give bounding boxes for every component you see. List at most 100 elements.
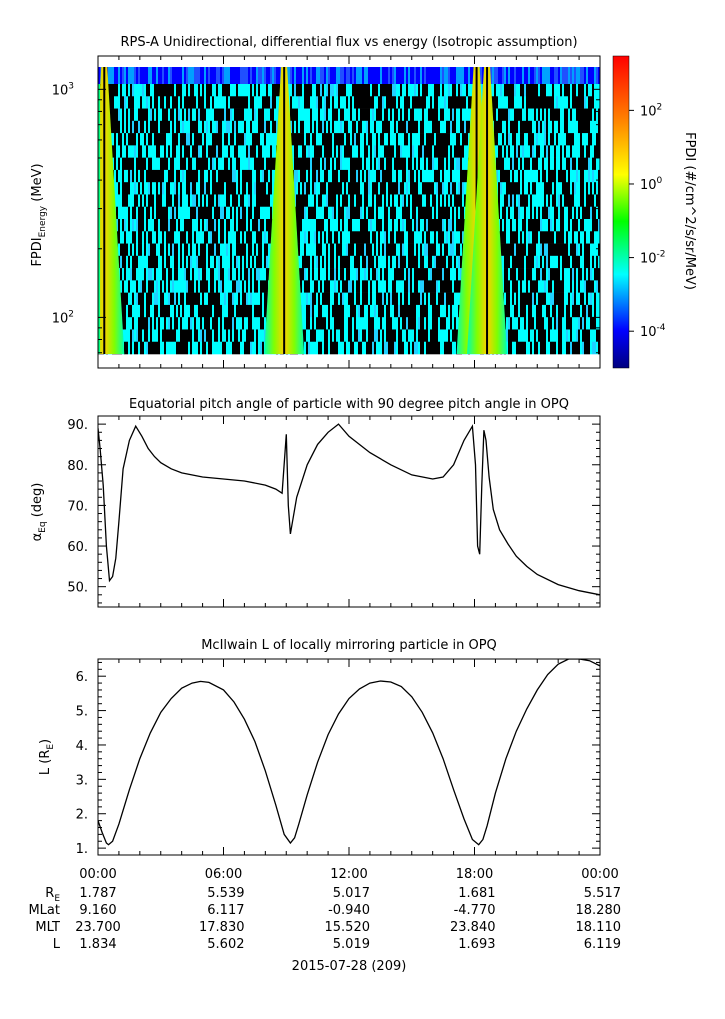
spectrogram-cell <box>396 120 398 134</box>
spectrogram-cell <box>126 255 128 269</box>
spectrogram-cell <box>236 84 238 97</box>
spectrogram-cell <box>512 157 514 171</box>
spectrogram-cell <box>378 304 380 318</box>
spectrogram-cell <box>516 194 518 208</box>
spectrogram-cell <box>220 145 222 158</box>
spectrogram-cell <box>582 280 584 293</box>
spectrogram-cell <box>140 243 142 257</box>
spectrogram-cell <box>152 145 154 158</box>
spectrogram-cell <box>266 268 268 281</box>
spectrogram-cell <box>328 169 330 183</box>
spectrogram-cell <box>442 133 444 146</box>
spectrogram-cell <box>510 304 512 318</box>
spectrogram-cell <box>508 231 510 244</box>
spectrogram-cell <box>316 280 318 293</box>
spectrogram-cell <box>224 182 226 195</box>
spectrogram-cell <box>584 84 586 97</box>
spectrogram-cell <box>332 219 334 232</box>
spectrogram-cell <box>376 255 378 269</box>
spectrogram-noise-cell <box>472 67 474 84</box>
spectrogram-cell <box>234 206 236 220</box>
spectrogram-cell <box>148 304 150 318</box>
spectrogram-cell <box>238 292 240 306</box>
spectrogram-cell <box>566 133 568 146</box>
spectrogram-cell <box>240 219 242 232</box>
spectrogram-cell <box>150 108 152 122</box>
spectrogram-cell <box>192 206 194 220</box>
spectrogram-cell <box>540 243 542 257</box>
spectrogram-cell <box>526 280 528 293</box>
spectrogram-cell <box>250 304 252 318</box>
spectrogram-cell <box>564 108 566 122</box>
spectrogram-cell <box>196 145 198 158</box>
spectrogram-noise-cell <box>296 67 298 84</box>
spectrogram-cell <box>150 157 152 171</box>
spectrogram-cell <box>446 84 448 97</box>
spectrogram-cell <box>234 120 236 134</box>
spectrogram-noise-cell <box>578 67 580 84</box>
spectrogram-cell <box>210 280 212 293</box>
spectrogram-cell <box>252 169 254 183</box>
spectrogram-cell <box>214 96 216 109</box>
spectrogram-noise-cell <box>574 67 576 84</box>
spectrogram-cell <box>272 108 274 122</box>
spectrogram-cell <box>350 206 352 220</box>
spectrogram-cell <box>566 206 568 220</box>
spectrogram-cell <box>420 194 422 208</box>
spectrogram-cell <box>372 304 374 318</box>
spectrogram-cell <box>370 133 372 146</box>
spectrogram-cell <box>534 108 536 122</box>
spectrogram-cell <box>596 255 598 269</box>
spectrogram-cell <box>578 145 580 158</box>
spectrogram-cell <box>264 206 266 220</box>
spectrogram-cell <box>308 206 310 220</box>
spectrogram-cell <box>512 169 514 183</box>
spectrogram-cell <box>316 292 318 306</box>
spectrogram-cell <box>532 145 534 158</box>
spectrogram-cell <box>506 194 508 208</box>
spectrogram-cell <box>554 182 556 195</box>
spectrogram-cell <box>384 108 386 122</box>
spectrogram-cell <box>222 231 224 244</box>
spectrogram-cell <box>538 133 540 146</box>
spectrogram-noise-cell <box>232 67 234 84</box>
spectrogram-noise-cell <box>460 67 462 84</box>
spectrogram-cell <box>112 84 114 97</box>
spectrogram-cell <box>164 145 166 158</box>
spectrogram-cell <box>598 182 600 195</box>
spectrogram-cell <box>248 206 250 220</box>
spectrogram-cell <box>182 120 184 134</box>
spectrogram-cell <box>464 133 466 146</box>
spectrogram-cell <box>186 96 188 109</box>
spectrogram-cell <box>386 231 388 244</box>
spectrogram-noise-cell <box>456 67 458 84</box>
spectrogram-cell <box>126 157 128 171</box>
spectrogram-cell <box>332 268 334 281</box>
spectrogram-cell <box>338 194 340 208</box>
spectrogram-cell <box>444 133 446 146</box>
spectrogram-cell <box>166 120 168 134</box>
spectrogram-cell <box>372 182 374 195</box>
spectrogram-cell <box>258 255 260 269</box>
spectrogram-cell <box>396 182 398 195</box>
spectrogram-cell <box>398 255 400 269</box>
spectrogram-cell <box>564 219 566 232</box>
spectrogram-cell <box>166 169 168 183</box>
spectrogram-cell <box>596 120 598 134</box>
spectrogram-cell <box>336 219 338 232</box>
spectrogram-cell <box>550 145 552 158</box>
spectrogram-noise-cell <box>234 67 236 84</box>
spectrogram-cell <box>404 108 406 122</box>
spectrogram-cell <box>302 108 304 122</box>
spectrogram-cell <box>234 133 236 146</box>
spectrogram-cell <box>166 194 168 208</box>
spectrogram-cell <box>402 133 404 146</box>
spectrogram-cell <box>262 219 264 232</box>
spectrogram-cell <box>190 243 192 257</box>
spectrogram-cell <box>218 304 220 318</box>
spectrogram-cell <box>512 96 514 109</box>
spectrogram-cell <box>360 304 362 318</box>
spectrogram-cell <box>134 96 136 109</box>
spectrogram-cell <box>244 243 246 257</box>
spectrogram-cell <box>572 120 574 134</box>
